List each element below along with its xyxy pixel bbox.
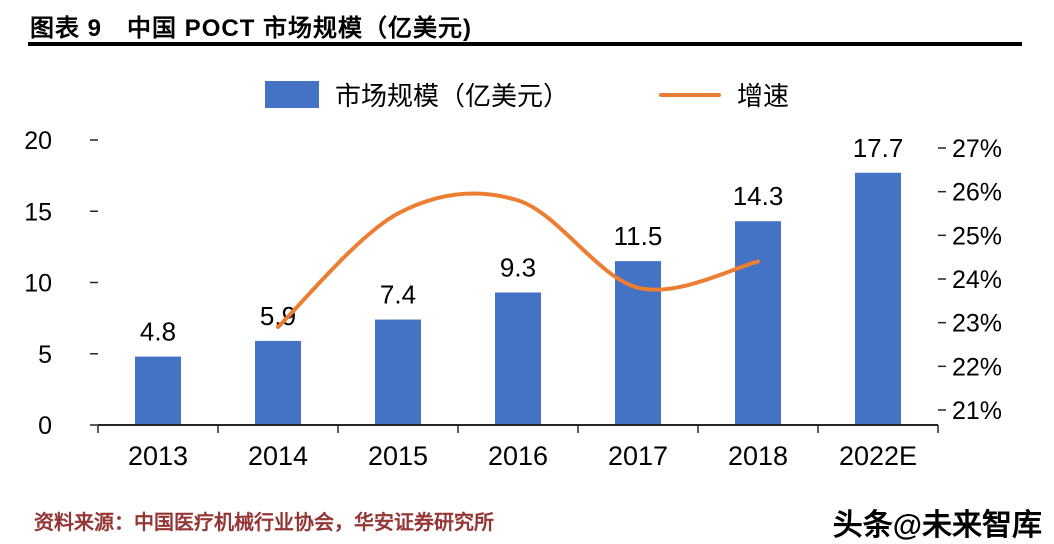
line-series-swatch — [659, 92, 721, 97]
watermark-toutiao: 头条@未来智库 — [832, 509, 1042, 542]
x-axis-label-2014: 2014 — [248, 441, 308, 471]
bar-2013 — [135, 356, 181, 425]
right-axis-tick-label: 22% — [952, 353, 1002, 381]
left-axis-tick-label: 10 — [24, 270, 52, 298]
right-axis-tick-label: 24% — [952, 266, 1002, 294]
chart-title: 图表 9 中国 POCT 市场规模（亿美元) — [30, 15, 473, 42]
bar-value-label: 4.8 — [140, 317, 176, 347]
right-axis-tick-label: 27% — [952, 135, 1002, 163]
legend-item-market-size: 市场规模（亿美元） — [264, 76, 569, 113]
right-axis-tick-label: 25% — [952, 222, 1002, 250]
bar-value-label: 11.5 — [614, 221, 663, 251]
x-axis-label-2022E: 2022E — [839, 441, 917, 471]
right-axis-tick-label: 21% — [952, 397, 1002, 425]
legend-item-growth: 增速 — [659, 76, 789, 113]
bar-2022E — [855, 172, 901, 425]
bar-value-label: 14.3 — [733, 181, 784, 211]
bar-2015 — [375, 319, 421, 425]
left-axis-tick-label: 5 — [38, 341, 52, 369]
bar-2018 — [735, 221, 781, 425]
bar-value-label: 9.3 — [500, 252, 536, 282]
x-axis-label-2016: 2016 — [488, 441, 548, 471]
growth-rate-line — [276, 191, 760, 329]
source-note: 资料来源：中国医疗机械行业协会，华安证券研究所 — [34, 512, 494, 534]
title-underline — [28, 42, 1022, 46]
x-axis-label-2018: 2018 — [728, 441, 788, 471]
x-axis-label-2013: 2013 — [128, 441, 188, 471]
legend-label-market-size: 市场规模（亿美元） — [334, 81, 569, 111]
legend-label-growth: 增速 — [737, 81, 790, 111]
bar-2016 — [495, 292, 541, 425]
bar-series-swatch — [264, 81, 319, 108]
left-axis-tick-label: 20 — [24, 127, 52, 155]
x-axis-label-2017: 2017 — [608, 441, 668, 471]
x-axis-label-2015: 2015 — [368, 441, 428, 471]
left-axis-tick-label: 15 — [24, 198, 52, 226]
right-axis-tick-label: 23% — [952, 310, 1002, 338]
left-axis-tick-label: 0 — [38, 412, 52, 440]
bar-value-label: 17.7 — [853, 133, 904, 163]
chart-legend: 市场规模（亿美元） 增速 — [0, 76, 1054, 113]
right-axis-tick-label: 26% — [952, 179, 1002, 207]
bar-value-label: 7.4 — [380, 280, 416, 310]
bar-2014 — [255, 340, 301, 425]
